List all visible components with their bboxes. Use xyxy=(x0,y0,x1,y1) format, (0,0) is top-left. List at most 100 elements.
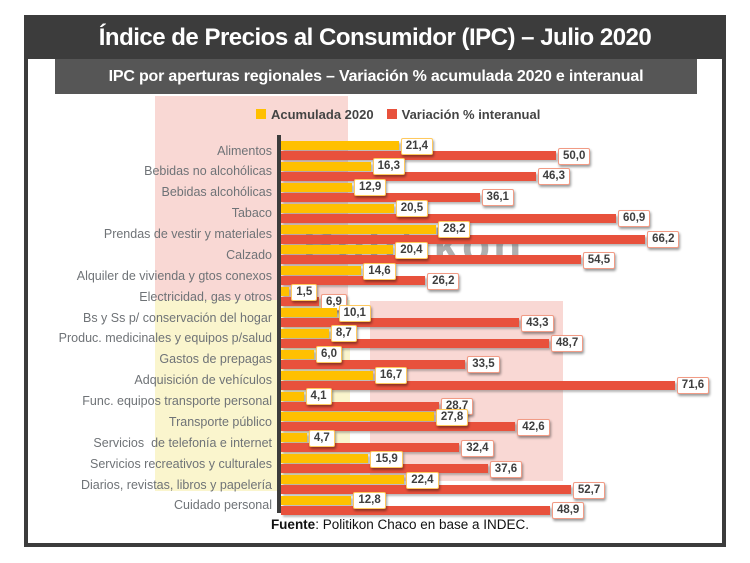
category-label: Transporte público xyxy=(168,414,272,429)
value-label-interanual: 32,4 xyxy=(461,439,494,457)
legend-item: Acumulada 2020 xyxy=(256,107,374,122)
value-label-acumulada: 8,7 xyxy=(330,325,357,343)
bar-interanual xyxy=(281,422,516,432)
bar-acumulada xyxy=(281,391,304,401)
bar-interanual xyxy=(281,171,536,181)
value-label-interanual: 37,6 xyxy=(489,460,523,478)
source-note: Fuente: Politikon Chaco en base a INDEC. xyxy=(70,517,730,532)
value-label-interanual: 36,1 xyxy=(481,189,514,207)
value-label-interanual: 42,6 xyxy=(517,418,550,436)
value-label-acumulada: 4,1 xyxy=(305,388,332,406)
value-label-acumulada: 14,6 xyxy=(363,262,396,280)
category-axis-line xyxy=(277,135,281,513)
bar-interanual xyxy=(281,485,571,495)
bar-acumulada xyxy=(281,412,434,422)
value-label-acumulada: 15,9 xyxy=(370,450,403,468)
value-label-interanual: 71,6 xyxy=(676,377,710,395)
value-label-acumulada: 6,0 xyxy=(316,346,342,364)
category-label: Diarios, revistas, libros y papelería xyxy=(80,477,272,492)
category-label: Servicios recreativos y culturales xyxy=(89,456,272,471)
value-label-interanual: 43,3 xyxy=(521,314,554,332)
category-label: Calzado xyxy=(226,247,272,262)
category-label: Tabaco xyxy=(231,206,272,221)
bar-acumulada xyxy=(281,245,394,255)
bar-interanual xyxy=(281,234,646,244)
value-label-acumulada: 16,3 xyxy=(372,158,406,176)
bar-acumulada xyxy=(281,141,399,150)
bar-acumulada xyxy=(281,370,373,380)
subtitle-bar: IPC por aperturas regionales – Variación… xyxy=(55,59,697,94)
bar-interanual xyxy=(281,151,556,160)
page-title: Índice de Precios al Consumidor (IPC) – … xyxy=(98,24,652,51)
value-label-interanual: 48,7 xyxy=(550,335,584,353)
category-label: Produc. medicinales y equipos p/salud xyxy=(58,331,272,346)
bar-interanual xyxy=(281,464,488,474)
value-label-interanual: 50,0 xyxy=(558,147,591,165)
legend-swatch-icon xyxy=(256,109,266,119)
value-label-interanual: 33,5 xyxy=(467,356,500,374)
bar-interanual xyxy=(281,213,616,223)
bar-interanual xyxy=(281,401,439,411)
legend-label: Variación % interanual xyxy=(401,106,541,122)
bar-interanual xyxy=(281,338,549,348)
legend-swatch-icon xyxy=(386,109,397,119)
category-label: Prendas de vestir y materiales xyxy=(103,227,272,242)
value-label-acumulada: 21,4 xyxy=(400,137,434,155)
value-label-interanual: 60,9 xyxy=(617,210,651,228)
legend-label: Acumulada 2020 xyxy=(271,106,374,122)
source-label: Fuente xyxy=(270,517,316,532)
category-label: Bebidas alcohólicas xyxy=(161,185,273,200)
value-label-interanual: 54,5 xyxy=(582,251,616,269)
category-label: Bs y Ss p/ conservación del hogar xyxy=(83,310,272,325)
bar-interanual xyxy=(281,505,550,515)
bar-interanual xyxy=(281,318,520,328)
value-label-interanual: 26,2 xyxy=(427,272,460,290)
value-label-interanual: 46,3 xyxy=(537,168,571,186)
bar-interanual xyxy=(281,443,460,453)
bar-acumulada xyxy=(281,203,394,213)
chart-subtitle: IPC por aperturas regionales – Variación… xyxy=(108,68,644,85)
bar-acumulada xyxy=(281,266,362,276)
bar-acumulada xyxy=(281,224,437,234)
bar-acumulada xyxy=(281,475,405,485)
value-label-acumulada: 1,5 xyxy=(291,283,318,301)
bar-interanual xyxy=(281,255,581,265)
bar-interanual xyxy=(281,297,319,307)
source-text: : Politikon Chaco en base a INDEC. xyxy=(315,517,530,532)
bar-acumulada xyxy=(281,182,352,192)
bar-interanual xyxy=(281,380,675,390)
bar-interanual xyxy=(281,276,426,286)
category-label: Electricidad, gas y otros xyxy=(139,289,272,304)
value-label-acumulada: 12,9 xyxy=(353,179,387,197)
value-label-acumulada: 20,4 xyxy=(395,241,428,259)
title-bar: Índice de Precios al Consumidor (IPC) – … xyxy=(24,15,726,59)
value-label-acumulada: 16,7 xyxy=(374,367,408,385)
value-label-interanual: 52,7 xyxy=(572,481,606,499)
category-label: Alimentos xyxy=(217,143,272,158)
value-label-acumulada: 12,8 xyxy=(353,492,386,510)
value-label-acumulada: 22,4 xyxy=(406,471,439,489)
bar-acumulada xyxy=(281,328,329,338)
value-label-interanual: 48,9 xyxy=(551,502,585,520)
value-label-acumulada: 28,2 xyxy=(438,221,471,239)
value-label-acumulada: 4,7 xyxy=(308,429,335,447)
category-label: Bebidas no alcohólicas xyxy=(144,164,272,179)
bar-acumulada xyxy=(281,308,337,318)
legend-item: Variación % interanual xyxy=(386,106,541,122)
value-label-acumulada: 10,1 xyxy=(338,304,371,322)
bar-interanual xyxy=(281,192,480,202)
bar-interanual xyxy=(281,359,466,369)
bar-acumulada xyxy=(281,349,314,359)
bar-acumulada xyxy=(281,161,371,171)
category-label: Alquiler de vivienda y gtos conexos xyxy=(76,268,272,283)
legend: Acumulada 2020 Variación % interanual xyxy=(256,106,540,122)
category-label: Cuidado personal xyxy=(174,498,272,513)
category-label: Func. equipos transporte personal xyxy=(82,394,272,409)
value-label-acumulada: 27,8 xyxy=(435,408,469,426)
bar-acumulada xyxy=(281,433,307,443)
value-label-acumulada: 20,5 xyxy=(395,200,429,218)
bar-acumulada xyxy=(281,495,352,505)
bar-acumulada xyxy=(281,287,290,297)
